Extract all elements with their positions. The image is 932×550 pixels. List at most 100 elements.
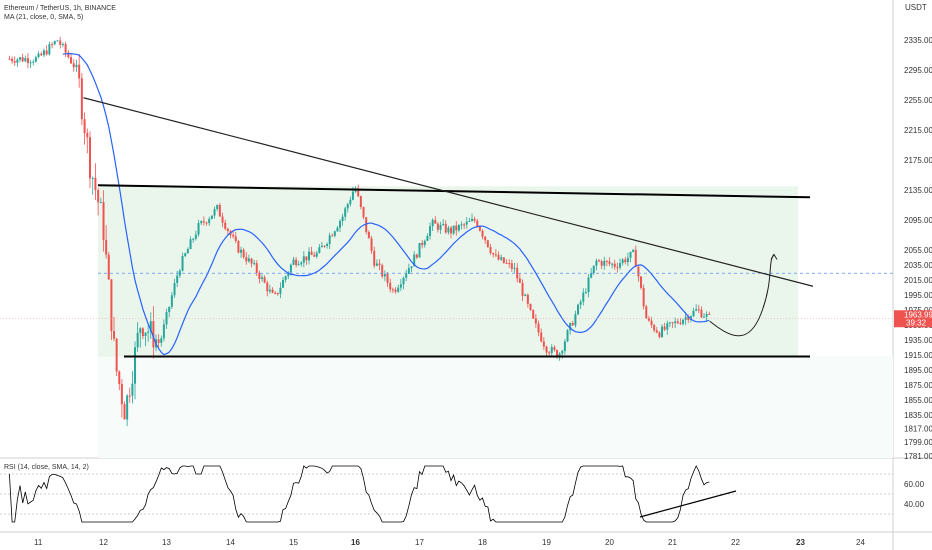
candle-body — [37, 53, 40, 58]
candle-body — [650, 320, 653, 326]
candle-body — [516, 267, 519, 279]
candle-body — [64, 44, 67, 53]
candle-body — [598, 260, 601, 262]
candle-body — [184, 253, 187, 257]
candle-body — [341, 216, 344, 221]
candle-body — [397, 287, 400, 292]
candle-body — [640, 276, 643, 288]
price-tick-label: 1799.00 — [904, 438, 932, 447]
candle-body — [271, 289, 274, 293]
candle-body — [569, 323, 572, 331]
candle-body — [152, 321, 155, 348]
candle-body — [605, 260, 608, 262]
candle-body — [232, 234, 235, 237]
candle-body — [524, 294, 527, 296]
channel-top-line — [97, 184, 811, 199]
candle-body — [587, 277, 590, 293]
candle-body — [362, 207, 365, 218]
candle-body — [637, 266, 640, 277]
candle-body — [563, 341, 566, 351]
symbol-legend: Ethereum / TetherUS, 1h, BINANCE — [4, 5, 116, 12]
rsi-tick-label: 40.00 — [904, 500, 925, 509]
price-tick-label: 1915.00 — [904, 351, 932, 360]
candle-body — [80, 78, 83, 120]
candle-body — [200, 221, 203, 224]
price-tick-label: 1995.00 — [904, 291, 932, 300]
candle-body — [402, 277, 405, 285]
candle-body — [584, 292, 587, 294]
candle-body — [34, 57, 37, 62]
candle-body — [434, 219, 437, 224]
candle-body — [582, 292, 585, 302]
candle-body — [83, 119, 86, 134]
time-tick-label: 12 — [99, 538, 108, 547]
candle-body — [202, 221, 205, 223]
candle-body — [289, 264, 292, 273]
candle-body — [19, 57, 22, 60]
candle-body — [561, 350, 564, 354]
candle-body — [268, 289, 271, 292]
rsi-plot — [0, 465, 893, 523]
candle-body — [410, 266, 413, 269]
current-price-tag — [894, 310, 932, 328]
price-tick-label: 1817.00 — [904, 425, 932, 434]
candle-body — [439, 224, 442, 230]
time-tick-label: 23 — [796, 538, 805, 547]
price-tick-label: 2295.00 — [904, 66, 932, 75]
time-tick-label: 14 — [226, 538, 235, 547]
candle-body — [75, 64, 78, 68]
channel-zone — [98, 186, 893, 458]
candle-body — [663, 326, 666, 330]
candle-body — [216, 204, 219, 210]
candle-body — [263, 277, 266, 283]
candle-body — [463, 224, 466, 226]
candle-body — [653, 325, 656, 331]
candle-body — [386, 274, 389, 283]
candle-body — [391, 289, 394, 291]
candle-body — [674, 321, 677, 324]
candle-body — [11, 58, 14, 62]
price-tick-label: 1875.00 — [904, 381, 932, 390]
candle-body — [478, 226, 481, 231]
projection-arrow — [709, 254, 775, 337]
candle-body — [173, 283, 176, 296]
currency-label: USDT — [905, 3, 927, 12]
candle-body — [197, 223, 200, 235]
candle-body — [147, 331, 150, 333]
candle-body — [619, 263, 622, 268]
candle-body — [24, 58, 27, 62]
time-tick-label: 24 — [856, 538, 865, 547]
candle-body — [486, 240, 489, 248]
candle-body — [313, 254, 316, 257]
candle-body — [540, 332, 543, 342]
candle-body — [611, 263, 614, 265]
candle-body — [320, 245, 323, 248]
candle-body — [67, 52, 70, 58]
candle-body — [697, 309, 700, 311]
candle-body — [529, 303, 532, 310]
candle-body — [399, 284, 402, 288]
candle-body — [208, 218, 211, 224]
price-tick-label: 2135.00 — [904, 186, 932, 195]
candle-body — [595, 260, 598, 266]
price-tick-label: 2215.00 — [904, 126, 932, 135]
candle-body — [642, 287, 645, 307]
time-tick-label: 15 — [289, 538, 298, 547]
candle-body — [70, 57, 73, 64]
candle-body — [484, 236, 487, 241]
candle-body — [505, 262, 508, 264]
candle-body — [413, 254, 416, 267]
candle-body — [107, 254, 110, 280]
candle-body — [297, 264, 300, 266]
candle-body — [705, 313, 708, 317]
candle-body — [577, 304, 580, 315]
time-tick-label: 22 — [731, 538, 740, 547]
candle-body — [621, 259, 624, 264]
candle-body — [226, 228, 229, 232]
candle-body — [326, 243, 329, 247]
candle-body — [394, 289, 397, 292]
candle-body — [72, 63, 75, 68]
candle-body — [500, 257, 503, 260]
candle-body — [189, 239, 192, 250]
